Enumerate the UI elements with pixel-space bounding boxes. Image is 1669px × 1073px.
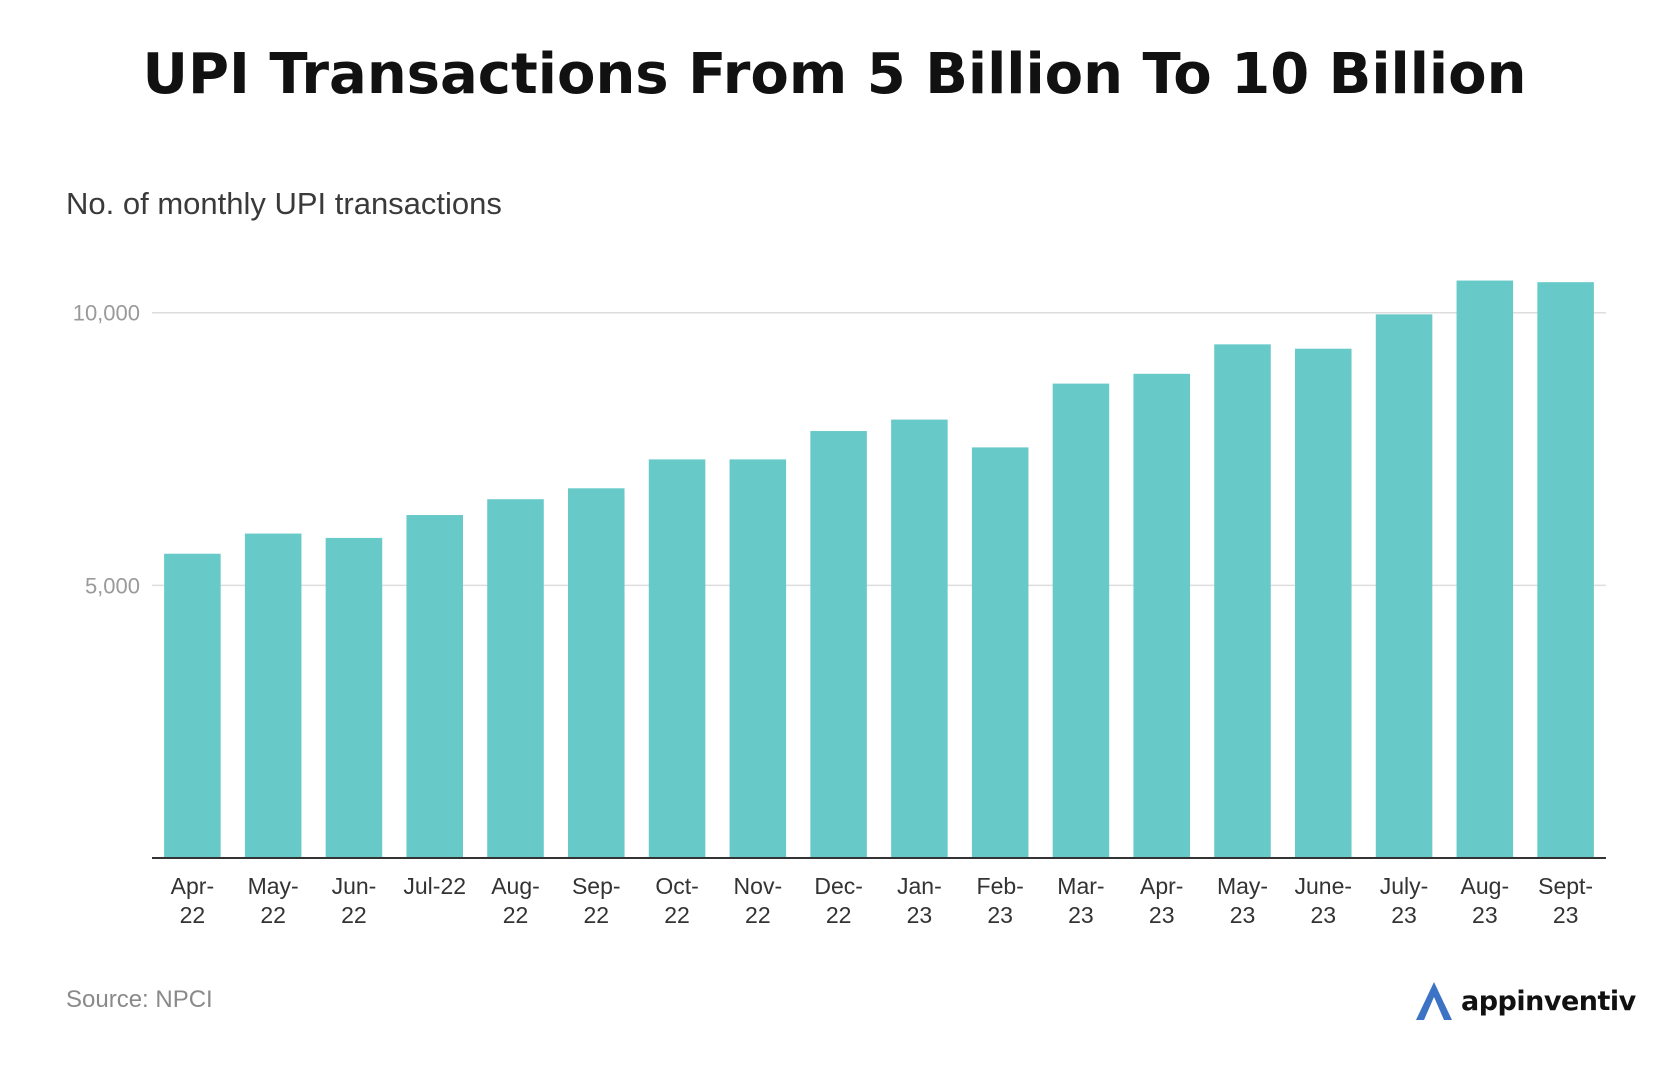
x-tick-label: Oct- (655, 873, 698, 899)
x-tick-label: 22 (745, 902, 771, 928)
source-note: Source: NPCI (66, 986, 213, 1013)
brand-name: appinventiv (1461, 985, 1636, 1017)
chart-title: UPI Transactions From 5 Billion To 10 Bi… (142, 42, 1527, 107)
bar (406, 515, 463, 858)
x-tick-label: July- (1380, 873, 1429, 899)
x-tick-label: 23 (1310, 902, 1336, 928)
bar (1456, 280, 1514, 858)
x-tick-label: Feb- (977, 873, 1024, 899)
x-tick-label: Nov- (734, 873, 783, 899)
x-tick-label: 23 (1391, 902, 1417, 928)
x-tick-label: Jul-22 (403, 873, 466, 899)
bar (1537, 282, 1594, 858)
x-tick-label: 23 (1230, 902, 1256, 928)
x-tick-label: May- (1217, 873, 1268, 899)
bar (568, 488, 625, 858)
bar (891, 419, 948, 858)
x-tick-label: Apr- (171, 873, 214, 899)
x-tick-label: 22 (664, 902, 690, 928)
bar (648, 459, 706, 858)
bar (1295, 348, 1352, 858)
x-tick-label: Jan- (897, 873, 942, 899)
x-tick-label: 22 (503, 902, 529, 928)
x-tick-label: Aug- (1461, 873, 1510, 899)
bar (1133, 373, 1190, 858)
x-tick-label: 23 (1149, 902, 1175, 928)
y-tick-label: 10,000 (73, 301, 140, 326)
brand-logo: appinventiv (1413, 978, 1636, 1024)
x-tick-label: June- (1295, 873, 1353, 899)
x-tick-label: 23 (1472, 902, 1498, 928)
x-tick-label: 22 (260, 902, 286, 928)
bar (325, 537, 383, 858)
bar (164, 553, 221, 858)
x-tick-label: 23 (907, 902, 933, 928)
x-tick-label: Dec- (814, 873, 863, 899)
x-tick-label: Jun- (332, 873, 377, 899)
x-tick-label: Aug- (491, 873, 540, 899)
x-tick-label: 23 (1068, 902, 1094, 928)
bar (810, 431, 867, 858)
appinventiv-logo-icon (1416, 982, 1452, 1020)
x-tick-label: Sept- (1538, 873, 1593, 899)
bar (1375, 314, 1433, 858)
x-tick-label: Apr- (1140, 873, 1183, 899)
bar (971, 447, 1029, 858)
chart-subtitle: No. of monthly UPI transactions (66, 186, 502, 221)
bar (1052, 383, 1110, 858)
bar (729, 459, 787, 858)
x-tick-label: 22 (180, 902, 206, 928)
y-tick-label: 5,000 (85, 573, 140, 598)
x-tick-label: 22 (583, 902, 609, 928)
x-tick-label: 22 (826, 902, 852, 928)
bar (244, 533, 302, 858)
bar (1214, 344, 1271, 858)
x-tick-label: 23 (1553, 902, 1579, 928)
x-tick-label: Mar- (1057, 873, 1104, 899)
x-tick-label: May- (248, 873, 299, 899)
bar (487, 499, 544, 858)
x-tick-label: 22 (341, 902, 367, 928)
x-tick-label: Sep- (572, 873, 621, 899)
x-tick-label: 23 (987, 902, 1013, 928)
